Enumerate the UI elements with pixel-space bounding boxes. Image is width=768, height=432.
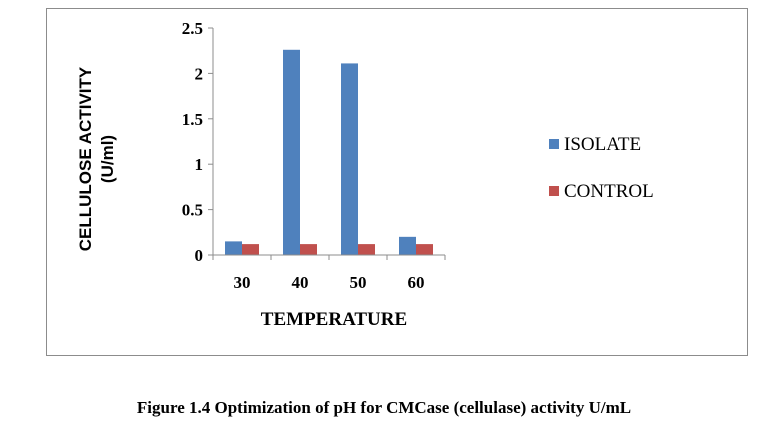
bar-isolate-30 — [225, 241, 242, 255]
y-axis-title-line-1: CELLULOSE ACTIVITY — [76, 66, 95, 251]
x-tick-label: 50 — [350, 273, 367, 292]
bar-control-60 — [416, 244, 433, 255]
legend-swatch-isolate — [549, 139, 559, 149]
legend-label-control: CONTROL — [564, 181, 654, 202]
x-axis-title: TEMPERATURE — [261, 309, 407, 330]
x-tick-label: 30 — [234, 273, 251, 292]
legend-label-isolate: ISOLATE — [564, 134, 641, 155]
legend: ISOLATE CONTROL — [549, 134, 654, 202]
y-axis-title-line-2: (U/ml) — [98, 135, 117, 183]
bars — [225, 49, 433, 256]
bar-control-30 — [242, 244, 259, 255]
x-axis-ticks: 30 40 50 60 — [212, 255, 446, 292]
bar-control-50 — [358, 244, 375, 255]
x-tick-label: 60 — [408, 273, 425, 292]
bar-control-40 — [300, 244, 317, 255]
y-tick-label: 0 — [195, 246, 204, 265]
x-tick-label: 40 — [292, 273, 309, 292]
legend-swatch-control — [549, 186, 559, 196]
bar-isolate-60 — [399, 236, 416, 255]
bar-chart: CELLULOSE ACTIVITY (U/ml) 0 0.5 1 1.5 2 2.5 3… — [76, 19, 654, 330]
figure-caption: Figure 1.4 Optimization of pH for CMCase… — [136, 398, 632, 417]
y-tick-label: 1 — [195, 155, 204, 174]
y-axis-ticks: 0 0.5 1 1.5 2 2.5 — [182, 19, 213, 265]
bar-isolate-50 — [341, 63, 358, 255]
y-axis-title: CELLULOSE ACTIVITY (U/ml) — [76, 66, 117, 251]
bar-isolate-40 — [283, 49, 300, 256]
y-tick-label: 0.5 — [182, 201, 203, 220]
y-tick-label: 1.5 — [182, 110, 203, 129]
y-tick-label: 2.5 — [182, 19, 203, 38]
chart-frame: CELLULOSE ACTIVITY (U/ml) 0 0.5 1 1.5 2 2.5 3… — [46, 8, 748, 356]
y-tick-label: 2 — [195, 64, 204, 83]
